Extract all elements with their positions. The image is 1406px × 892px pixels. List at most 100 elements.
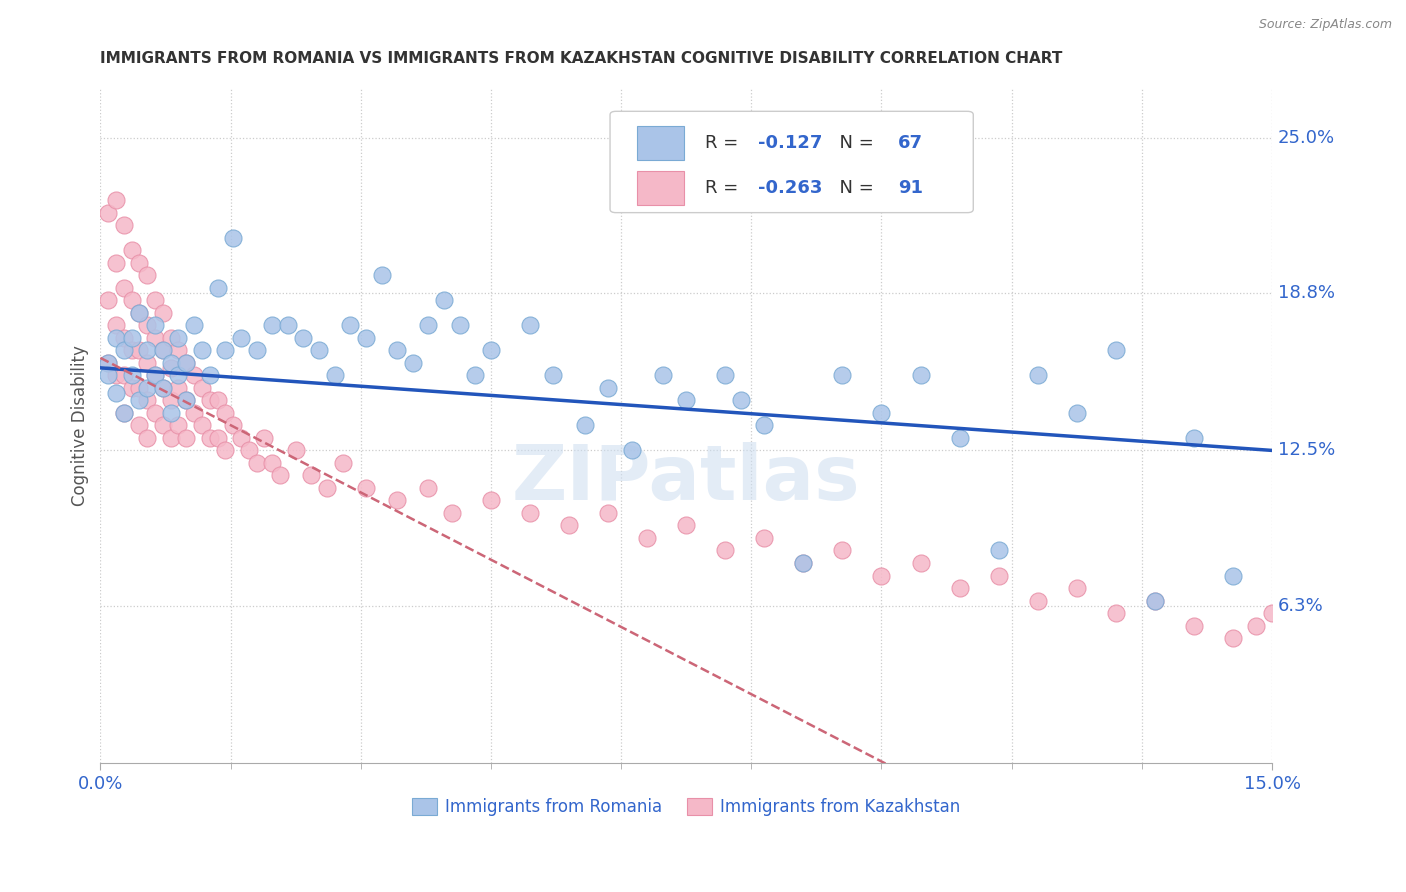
Point (1066, 581, 1088, 595)
Point (543, 368, 565, 383)
Point (308, 343, 330, 358)
Point (159, 356, 181, 370)
Point (519, 318, 541, 333)
Point (792, 556, 814, 570)
Point (277, 318, 299, 333)
Point (128, 343, 150, 358)
Point (136, 393, 159, 408)
Point (159, 406, 181, 420)
Text: N =: N = (828, 134, 880, 152)
Point (207, 431, 229, 445)
Point (97, 356, 120, 370)
Point (870, 568, 893, 582)
Point (97, 368, 120, 383)
Point (159, 331, 181, 345)
Text: R =: R = (704, 134, 744, 152)
Point (136, 268, 159, 283)
Point (121, 331, 143, 345)
Point (1143, 593, 1166, 607)
Point (136, 318, 159, 333)
Point (159, 360, 181, 375)
Point (238, 443, 260, 458)
Point (714, 543, 737, 558)
Point (385, 343, 408, 358)
Point (332, 456, 354, 470)
Point (1026, 593, 1049, 607)
Point (167, 343, 190, 358)
Point (143, 368, 166, 383)
Point (183, 406, 205, 420)
Y-axis label: Cognitive Disability: Cognitive Disability (72, 345, 89, 506)
Point (159, 431, 181, 445)
Point (253, 431, 276, 445)
Point (402, 356, 425, 370)
Point (449, 318, 471, 333)
Point (104, 194, 127, 208)
Text: R =: R = (704, 178, 744, 196)
Point (136, 431, 159, 445)
Point (191, 418, 214, 433)
Point (792, 556, 814, 570)
FancyBboxPatch shape (637, 170, 683, 204)
Text: 25.0%: 25.0% (1278, 128, 1336, 146)
Point (152, 381, 174, 395)
Point (1246, 618, 1268, 632)
Point (1222, 631, 1244, 645)
Point (112, 219, 135, 233)
Point (418, 481, 440, 495)
Point (620, 443, 643, 458)
Text: 91: 91 (898, 178, 924, 196)
Point (245, 456, 267, 470)
Point (136, 356, 159, 370)
Point (128, 306, 150, 320)
Point (174, 393, 197, 408)
Point (870, 406, 893, 420)
Point (910, 368, 932, 383)
Point (574, 418, 596, 433)
Point (229, 331, 252, 345)
Point (159, 393, 181, 408)
Point (675, 518, 697, 533)
Point (104, 368, 127, 383)
Point (464, 368, 486, 383)
Point (167, 418, 190, 433)
Text: Source: ZipAtlas.com: Source: ZipAtlas.com (1258, 18, 1392, 31)
Point (987, 543, 1010, 558)
Point (174, 431, 197, 445)
Legend: Immigrants from Romania, Immigrants from Kazakhstan: Immigrants from Romania, Immigrants from… (405, 791, 967, 822)
Point (831, 543, 853, 558)
Point (479, 493, 502, 508)
Point (97, 206, 120, 220)
Point (152, 306, 174, 320)
Point (167, 331, 190, 345)
Point (112, 281, 135, 295)
Point (112, 406, 135, 420)
Point (121, 381, 143, 395)
Point (183, 368, 205, 383)
Point (128, 306, 150, 320)
Point (174, 356, 197, 370)
Point (949, 581, 972, 595)
Text: -0.127: -0.127 (758, 134, 823, 152)
Point (433, 293, 456, 308)
Text: 12.5%: 12.5% (1278, 442, 1336, 459)
Point (112, 331, 135, 345)
Point (152, 381, 174, 395)
Point (292, 331, 315, 345)
Point (104, 331, 127, 345)
Title: IMMIGRANTS FROM ROMANIA VS IMMIGRANTS FROM KAZAKHSTAN COGNITIVE DISABILITY CORRE: IMMIGRANTS FROM ROMANIA VS IMMIGRANTS FR… (100, 51, 1063, 66)
Point (136, 343, 159, 358)
Text: 67: 67 (898, 134, 924, 152)
Point (269, 468, 291, 483)
Point (191, 381, 214, 395)
Point (104, 385, 127, 400)
Point (1105, 343, 1128, 358)
Point (323, 368, 346, 383)
Point (440, 506, 463, 520)
Point (174, 393, 197, 408)
Text: 18.8%: 18.8% (1278, 284, 1334, 301)
Point (651, 368, 673, 383)
Point (1026, 368, 1049, 383)
Point (152, 418, 174, 433)
Point (831, 368, 853, 383)
